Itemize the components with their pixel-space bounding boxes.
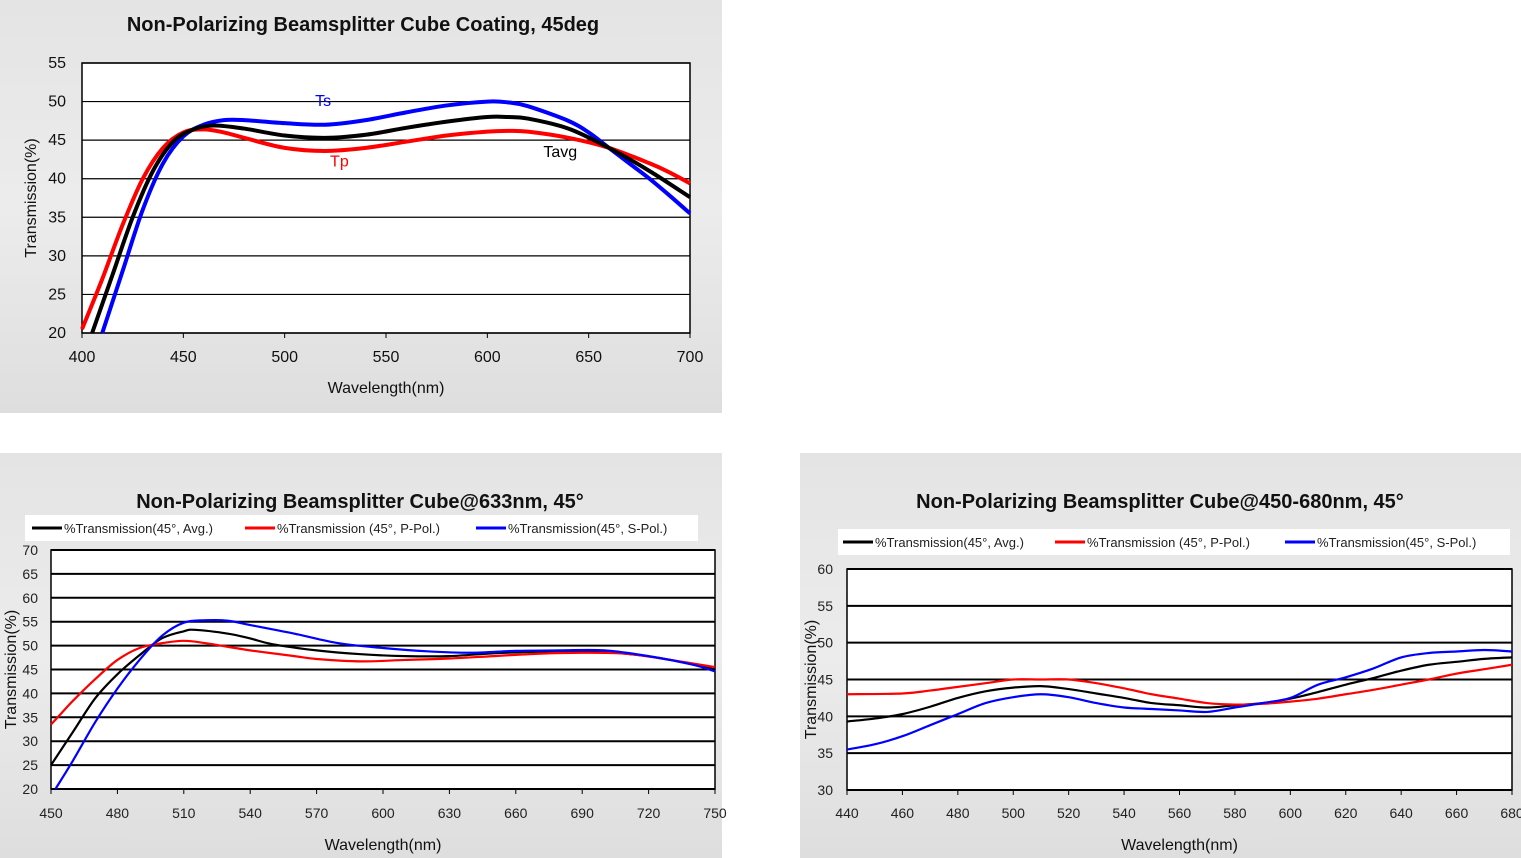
x-tick-label: 540 bbox=[1112, 805, 1136, 821]
x-tick-label: 650 bbox=[575, 349, 602, 366]
y-tick-label: 35 bbox=[817, 745, 833, 761]
series-line-0 bbox=[846, 656, 1513, 723]
x-tick-label: 680 bbox=[1500, 805, 1521, 821]
y-axis-label: Transmission(%) bbox=[23, 138, 40, 257]
y-tick-label: 25 bbox=[48, 286, 66, 303]
legend-label: %Transmission(45°, S-Pol.) bbox=[508, 521, 667, 536]
x-axis-label: Wavelength(nm) bbox=[325, 837, 442, 854]
x-tick-label: 630 bbox=[438, 805, 462, 821]
y-tick-label: 55 bbox=[22, 614, 38, 630]
chart-title: Non-Polarizing Beamsplitter Cube@633nm, … bbox=[136, 491, 584, 513]
series-line-2 bbox=[54, 618, 716, 790]
x-tick-label: 520 bbox=[1057, 805, 1081, 821]
y-tick-label: 25 bbox=[22, 757, 38, 773]
plot-area bbox=[81, 62, 691, 334]
y-tick-label: 60 bbox=[817, 561, 833, 577]
x-tick-label: 640 bbox=[1389, 805, 1413, 821]
y-tick-label: 50 bbox=[48, 94, 66, 111]
series-line-1 bbox=[846, 663, 1513, 706]
x-tick-label: 660 bbox=[1445, 805, 1469, 821]
y-tick-label: 20 bbox=[48, 325, 66, 342]
series-line-1 bbox=[50, 639, 716, 726]
y-axis-label: Transmission(%) bbox=[803, 620, 820, 739]
x-tick-label: 450 bbox=[39, 805, 63, 821]
x-tick-label: 600 bbox=[1279, 805, 1303, 821]
y-tick-label: 40 bbox=[817, 708, 833, 724]
x-axis-label: Wavelength(nm) bbox=[328, 380, 445, 397]
x-tick-label: 450 bbox=[170, 349, 197, 366]
x-tick-label: 480 bbox=[946, 805, 970, 821]
y-tick-label: 30 bbox=[48, 248, 66, 265]
x-tick-label: 720 bbox=[637, 805, 661, 821]
legend-label: %Transmission (45°, P-Pol.) bbox=[277, 521, 440, 536]
x-tick-label: 660 bbox=[504, 805, 528, 821]
legend bbox=[25, 515, 698, 541]
series-annotation: Ts bbox=[315, 93, 331, 110]
y-tick-label: 30 bbox=[22, 733, 38, 749]
chart-title: Non-Polarizing Beamsplitter Cube@450-680… bbox=[916, 491, 1404, 513]
y-tick-label: 55 bbox=[48, 55, 66, 72]
series-line-1 bbox=[80, 127, 691, 330]
x-tick-label: 690 bbox=[571, 805, 595, 821]
y-tick-label: 50 bbox=[817, 635, 833, 651]
legend-label: %Transmission(45°, Avg.) bbox=[875, 535, 1024, 550]
x-tick-label: 580 bbox=[1223, 805, 1247, 821]
chart-title: Non-Polarizing Beamsplitter Cube Coating… bbox=[127, 14, 599, 36]
x-tick-label: 550 bbox=[373, 349, 400, 366]
y-tick-label: 20 bbox=[22, 781, 38, 797]
y-tick-label: 30 bbox=[817, 782, 833, 798]
series-annotation: Tp bbox=[330, 153, 349, 170]
x-tick-label: 600 bbox=[371, 805, 395, 821]
x-tick-label: 440 bbox=[835, 805, 859, 821]
y-tick-label: 35 bbox=[22, 709, 38, 725]
x-tick-label: 570 bbox=[305, 805, 329, 821]
x-tick-label: 400 bbox=[69, 349, 96, 366]
x-tick-label: 510 bbox=[172, 805, 196, 821]
y-tick-label: 35 bbox=[48, 209, 66, 226]
y-tick-label: 40 bbox=[22, 685, 38, 701]
legend bbox=[838, 529, 1510, 555]
series-line-2 bbox=[90, 114, 692, 334]
x-tick-label: 750 bbox=[703, 805, 727, 821]
series-line-2 bbox=[846, 648, 1513, 751]
y-tick-label: 65 bbox=[22, 566, 38, 582]
x-tick-label: 600 bbox=[474, 349, 501, 366]
x-tick-label: 480 bbox=[106, 805, 130, 821]
y-tick-label: 45 bbox=[48, 132, 66, 149]
y-tick-label: 70 bbox=[22, 542, 38, 558]
x-tick-label: 500 bbox=[1002, 805, 1026, 821]
x-tick-label: 460 bbox=[891, 805, 915, 821]
legend-label: %Transmission(45°, S-Pol.) bbox=[1317, 535, 1476, 550]
legend-label: %Transmission (45°, P-Pol.) bbox=[1087, 535, 1250, 550]
x-tick-label: 560 bbox=[1168, 805, 1192, 821]
series-annotation: Tavg bbox=[543, 144, 577, 161]
y-tick-label: 45 bbox=[22, 662, 38, 678]
y-tick-label: 55 bbox=[817, 598, 833, 614]
x-tick-label: 620 bbox=[1334, 805, 1358, 821]
y-tick-label: 50 bbox=[22, 638, 38, 654]
x-axis-label: Wavelength(nm) bbox=[1121, 837, 1238, 854]
y-tick-label: 45 bbox=[817, 672, 833, 688]
y-tick-label: 40 bbox=[48, 171, 66, 188]
x-tick-label: 700 bbox=[677, 349, 704, 366]
y-axis-label: Transmission(%) bbox=[3, 610, 20, 729]
legend-label: %Transmission(45°, Avg.) bbox=[64, 521, 213, 536]
x-tick-label: 540 bbox=[239, 805, 263, 821]
x-tick-label: 500 bbox=[271, 349, 298, 366]
y-tick-label: 60 bbox=[22, 590, 38, 606]
